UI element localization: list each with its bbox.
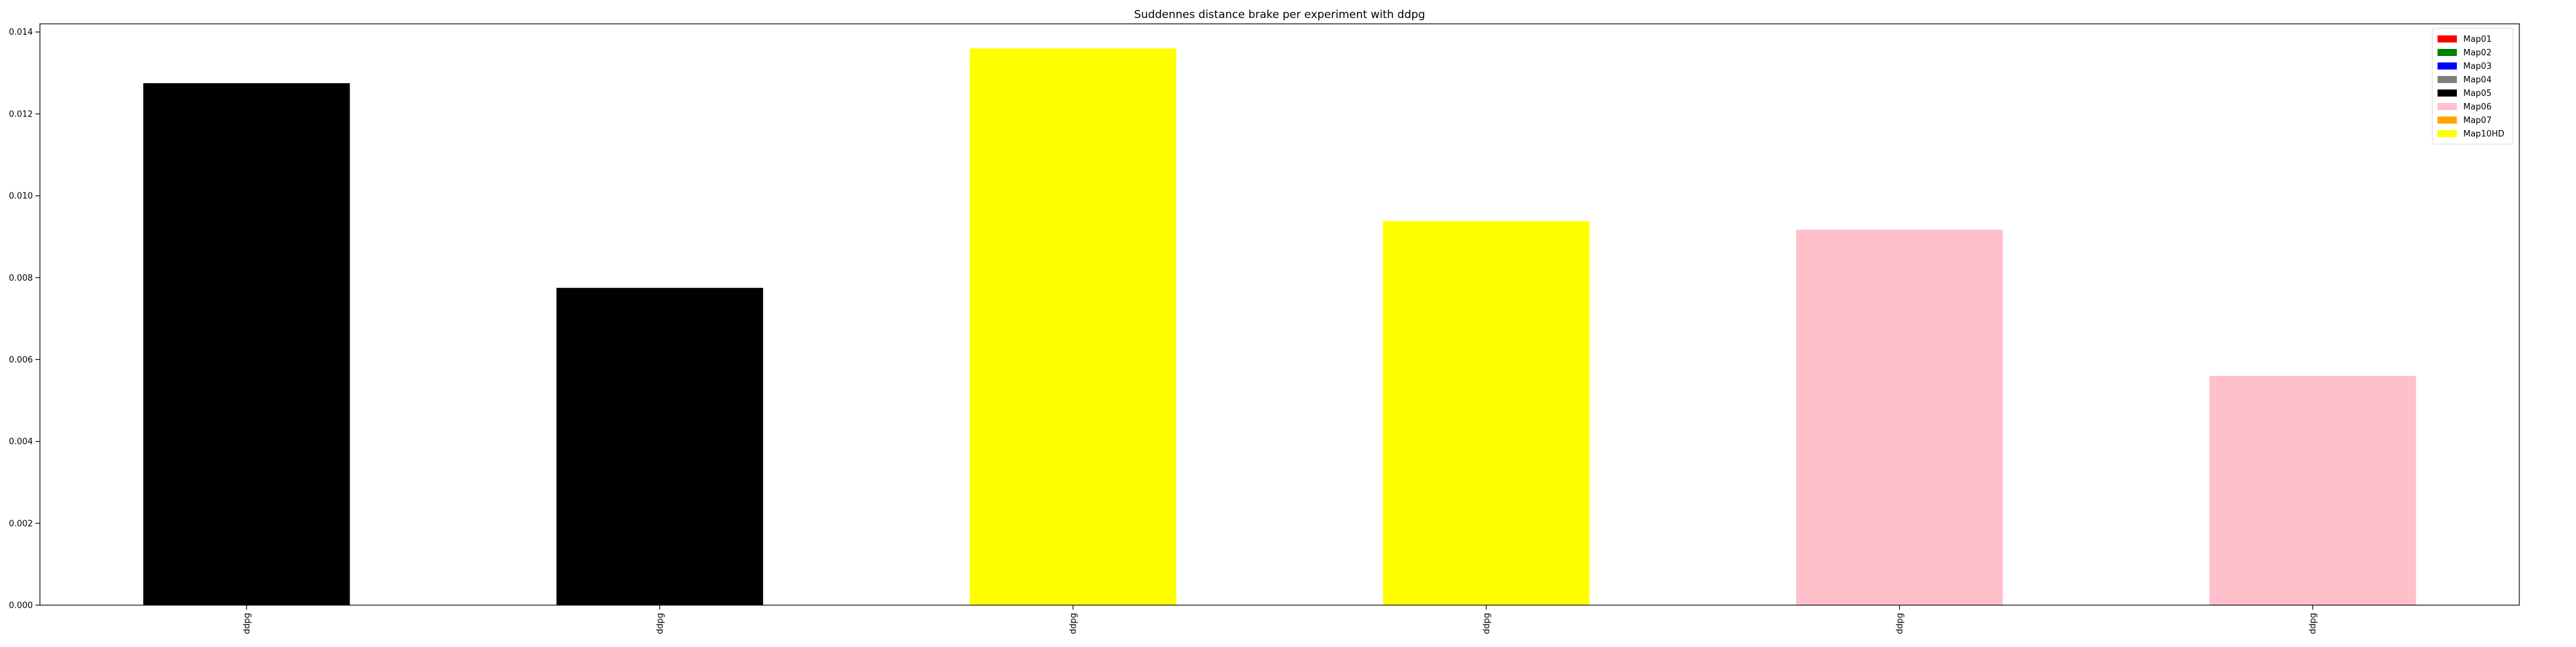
legend-swatch — [2438, 89, 2457, 97]
bar — [1383, 221, 1590, 606]
x-tick-label: ddpg — [2309, 613, 2318, 634]
bar — [1796, 229, 2003, 605]
legend-swatch — [2438, 35, 2457, 42]
legend-swatch — [2438, 62, 2457, 70]
chart-title: Suddennes distance brake per experiment … — [1134, 8, 1425, 21]
y-tick-label: 0.002 — [9, 519, 33, 529]
legend-label: Map04 — [2463, 75, 2492, 85]
legend-swatch — [2438, 103, 2457, 110]
legend-box — [2432, 28, 2514, 145]
y-tick-label: 0.006 — [9, 355, 33, 365]
y-tick-label: 0.008 — [9, 274, 33, 283]
bar — [969, 48, 1177, 606]
y-tick-label: 0.014 — [9, 28, 33, 37]
legend-label: Map01 — [2463, 35, 2492, 44]
bars-layer — [143, 48, 2416, 606]
legend: Map01 Map02 Map03 Map04 Map05 Map06 Map07 Map10… — [2432, 28, 2514, 145]
x-tick-label: ddpg — [242, 613, 252, 634]
bar — [556, 288, 763, 605]
legend-label: Map05 — [2463, 89, 2492, 98]
y-tick-label: 0.010 — [9, 192, 33, 202]
legend-swatch — [2438, 76, 2457, 83]
x-tick-label: ddpg — [1895, 613, 1905, 634]
legend-swatch — [2438, 49, 2457, 56]
x-tick-label: ddpg — [1069, 613, 1079, 634]
bar — [143, 83, 350, 605]
legend-label: Map07 — [2463, 116, 2492, 126]
legend-label: Map06 — [2463, 102, 2492, 112]
axes-layer: 0.000 0.002 0.004 0.006 0.008 0.010 0.012 0.014… — [9, 23, 2520, 634]
legend-label: Map10HD — [2463, 129, 2505, 139]
y-tick-label: 0.000 — [9, 601, 33, 611]
x-tick-label: ddpg — [1482, 613, 1492, 634]
y-tick-label: 0.004 — [9, 437, 33, 447]
legend-swatch — [2438, 130, 2457, 137]
legend-swatch — [2438, 117, 2457, 124]
bar — [2209, 375, 2416, 605]
legend-label: Map03 — [2463, 62, 2492, 71]
x-tick-label: ddpg — [656, 613, 665, 634]
legend-label: Map02 — [2463, 48, 2492, 58]
y-tick-label: 0.012 — [9, 109, 33, 119]
plot-frame — [39, 23, 2520, 606]
